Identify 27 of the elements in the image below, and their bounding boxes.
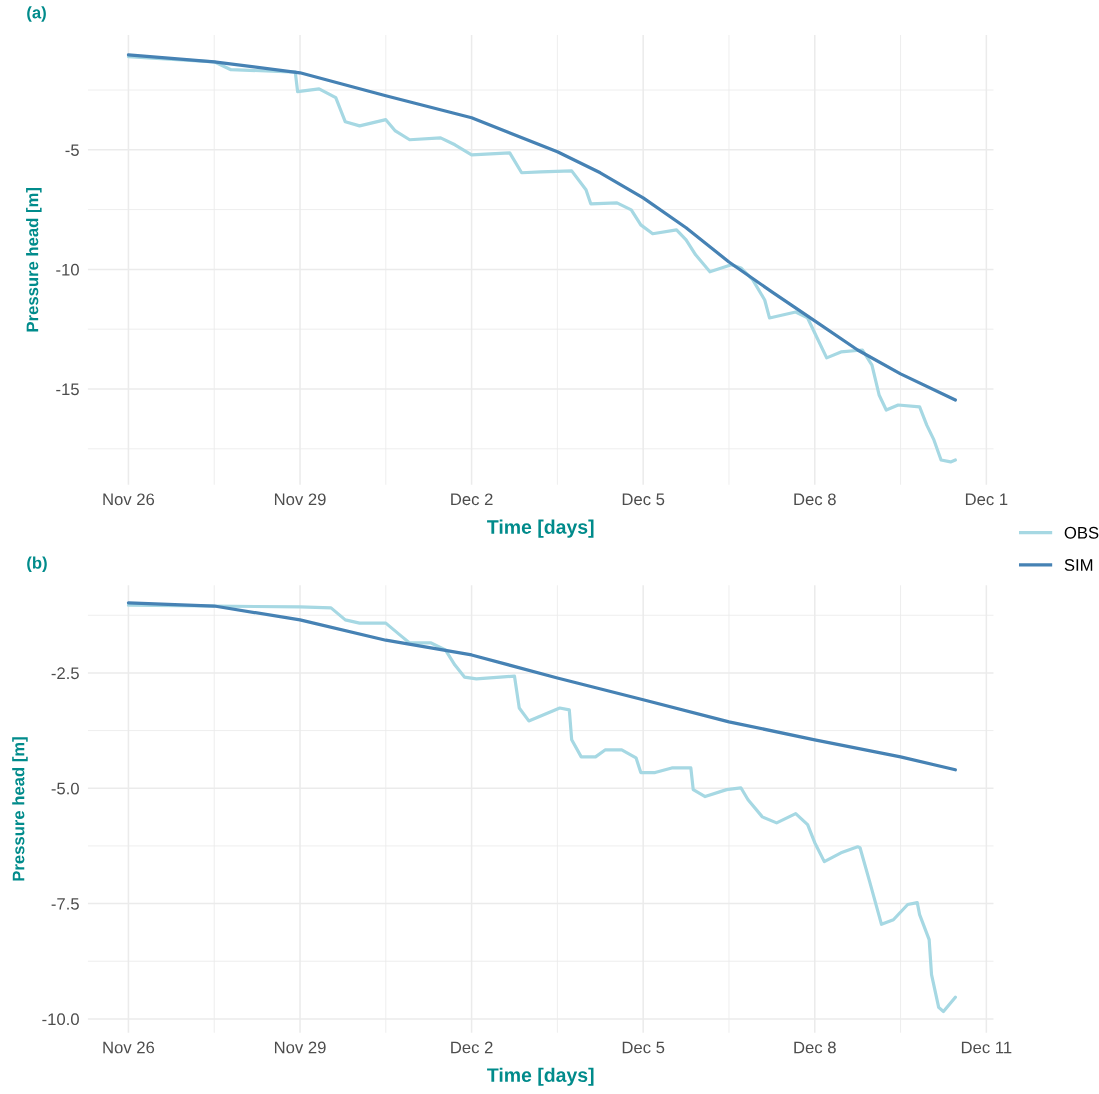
x-tick-label: Nov 29 (274, 493, 326, 506)
y-tick-label: -5 (65, 144, 79, 157)
y-tick-label: -15 (56, 383, 79, 396)
x-tick-label: Dec 5 (622, 1041, 665, 1054)
x-tick-label: Dec 1 (965, 493, 1008, 506)
x-tick-label: Dec 8 (794, 1041, 836, 1054)
y-axis-title: Pressure head [m] (26, 188, 42, 332)
y-tick-label: -10 (56, 263, 79, 276)
chart-title: (a) (27, 6, 46, 22)
x-axis-title: Time [days] (487, 1067, 594, 1086)
x-tick-label: Dec 8 (794, 493, 836, 506)
y-tick-label: -7.5 (51, 898, 79, 910)
x-tick-label: Dec 2 (451, 1041, 493, 1054)
x-tick-label: Nov 29 (274, 1041, 326, 1054)
x-axis-title: Time [days] (487, 519, 594, 538)
y-tick-label: -10.0 (42, 1013, 79, 1026)
y-axis-title: Pressure head [m] (12, 737, 28, 881)
x-tick-label: Dec 5 (622, 493, 665, 506)
y-tick-label: -2.5 (51, 667, 79, 680)
chart-title: (b) (27, 556, 47, 573)
y-tick-label: -5.0 (51, 782, 79, 795)
x-tick-label: Nov 26 (103, 1041, 155, 1054)
x-tick-label: Dec 2 (451, 493, 493, 506)
x-tick-label: Dec 11 (961, 1041, 1012, 1054)
x-tick-label: Nov 26 (103, 493, 155, 506)
legend-label: SIM (1064, 559, 1093, 571)
legend-label: OBS (1064, 526, 1099, 539)
